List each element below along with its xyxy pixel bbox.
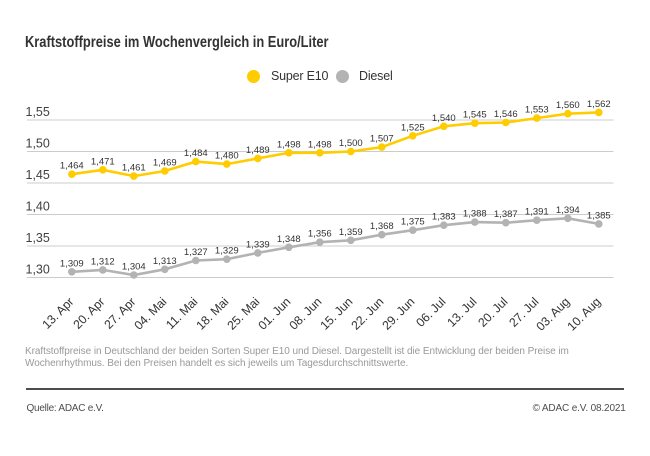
svg-text:1,560: 1,560 xyxy=(556,100,580,111)
svg-text:06. Jul: 06. Jul xyxy=(413,295,448,330)
svg-text:1,30: 1,30 xyxy=(26,262,50,276)
svg-text:22. Jun: 22. Jun xyxy=(348,295,386,333)
svg-text:1,498: 1,498 xyxy=(277,139,301,150)
svg-text:11. Mai: 11. Mai xyxy=(163,295,200,332)
svg-text:1,348: 1,348 xyxy=(277,234,301,245)
svg-text:1,50: 1,50 xyxy=(26,136,50,150)
svg-text:1,498: 1,498 xyxy=(308,139,332,150)
svg-text:1,35: 1,35 xyxy=(26,231,50,245)
svg-text:13. Apr: 13. Apr xyxy=(39,295,76,332)
svg-text:27. Apr: 27. Apr xyxy=(101,295,138,332)
svg-text:1,464: 1,464 xyxy=(60,161,84,172)
svg-text:1,387: 1,387 xyxy=(494,209,518,220)
svg-text:1,391: 1,391 xyxy=(525,207,549,218)
svg-text:04. Mai: 04. Mai xyxy=(131,295,169,333)
svg-text:1,562: 1,562 xyxy=(587,99,611,110)
svg-text:1,383: 1,383 xyxy=(432,212,456,223)
svg-text:1,388: 1,388 xyxy=(463,209,487,220)
svg-text:1,461: 1,461 xyxy=(122,163,146,174)
svg-text:1,40: 1,40 xyxy=(26,199,50,213)
svg-text:1,329: 1,329 xyxy=(215,246,239,257)
svg-text:1,304: 1,304 xyxy=(122,262,146,273)
svg-text:20. Jul: 20. Jul xyxy=(475,295,510,330)
svg-text:1,484: 1,484 xyxy=(184,148,208,159)
svg-text:1,394: 1,394 xyxy=(556,205,580,216)
svg-text:1,545: 1,545 xyxy=(463,110,487,121)
svg-text:08. Jun: 08. Jun xyxy=(286,295,324,333)
svg-text:1,489: 1,489 xyxy=(246,145,270,156)
svg-text:03. Aug: 03. Aug xyxy=(534,295,573,334)
svg-text:20. Apr: 20. Apr xyxy=(70,295,107,332)
svg-text:29. Jun: 29. Jun xyxy=(379,295,417,333)
svg-text:01. Jun: 01. Jun xyxy=(255,295,293,333)
svg-text:1,500: 1,500 xyxy=(339,138,363,149)
svg-text:1,359: 1,359 xyxy=(339,227,363,238)
svg-text:1,546: 1,546 xyxy=(494,109,518,120)
svg-text:1,55: 1,55 xyxy=(26,105,50,119)
svg-text:1,309: 1,309 xyxy=(60,258,84,269)
svg-text:1,356: 1,356 xyxy=(308,229,332,240)
svg-text:1,312: 1,312 xyxy=(91,256,115,267)
svg-text:1,327: 1,327 xyxy=(184,247,208,258)
svg-text:1,469: 1,469 xyxy=(153,158,177,169)
svg-text:1,525: 1,525 xyxy=(401,122,425,133)
svg-text:1,480: 1,480 xyxy=(215,151,239,162)
svg-text:1,339: 1,339 xyxy=(246,239,270,250)
svg-text:1,507: 1,507 xyxy=(370,134,394,145)
svg-text:1,375: 1,375 xyxy=(401,217,425,228)
svg-text:1,385: 1,385 xyxy=(587,210,611,221)
svg-text:1,540: 1,540 xyxy=(432,113,456,124)
svg-text:1,313: 1,313 xyxy=(153,256,177,267)
svg-text:13. Jul: 13. Jul xyxy=(444,295,479,330)
svg-text:25. Mai: 25. Mai xyxy=(224,295,262,333)
svg-text:1,553: 1,553 xyxy=(525,105,549,116)
svg-text:1,471: 1,471 xyxy=(91,156,115,167)
svg-text:18. Mai: 18. Mai xyxy=(193,295,231,333)
svg-text:1,368: 1,368 xyxy=(370,221,394,232)
svg-text:10. Aug: 10. Aug xyxy=(565,295,604,334)
svg-text:1,45: 1,45 xyxy=(26,168,50,182)
svg-text:15. Jun: 15. Jun xyxy=(317,295,355,333)
